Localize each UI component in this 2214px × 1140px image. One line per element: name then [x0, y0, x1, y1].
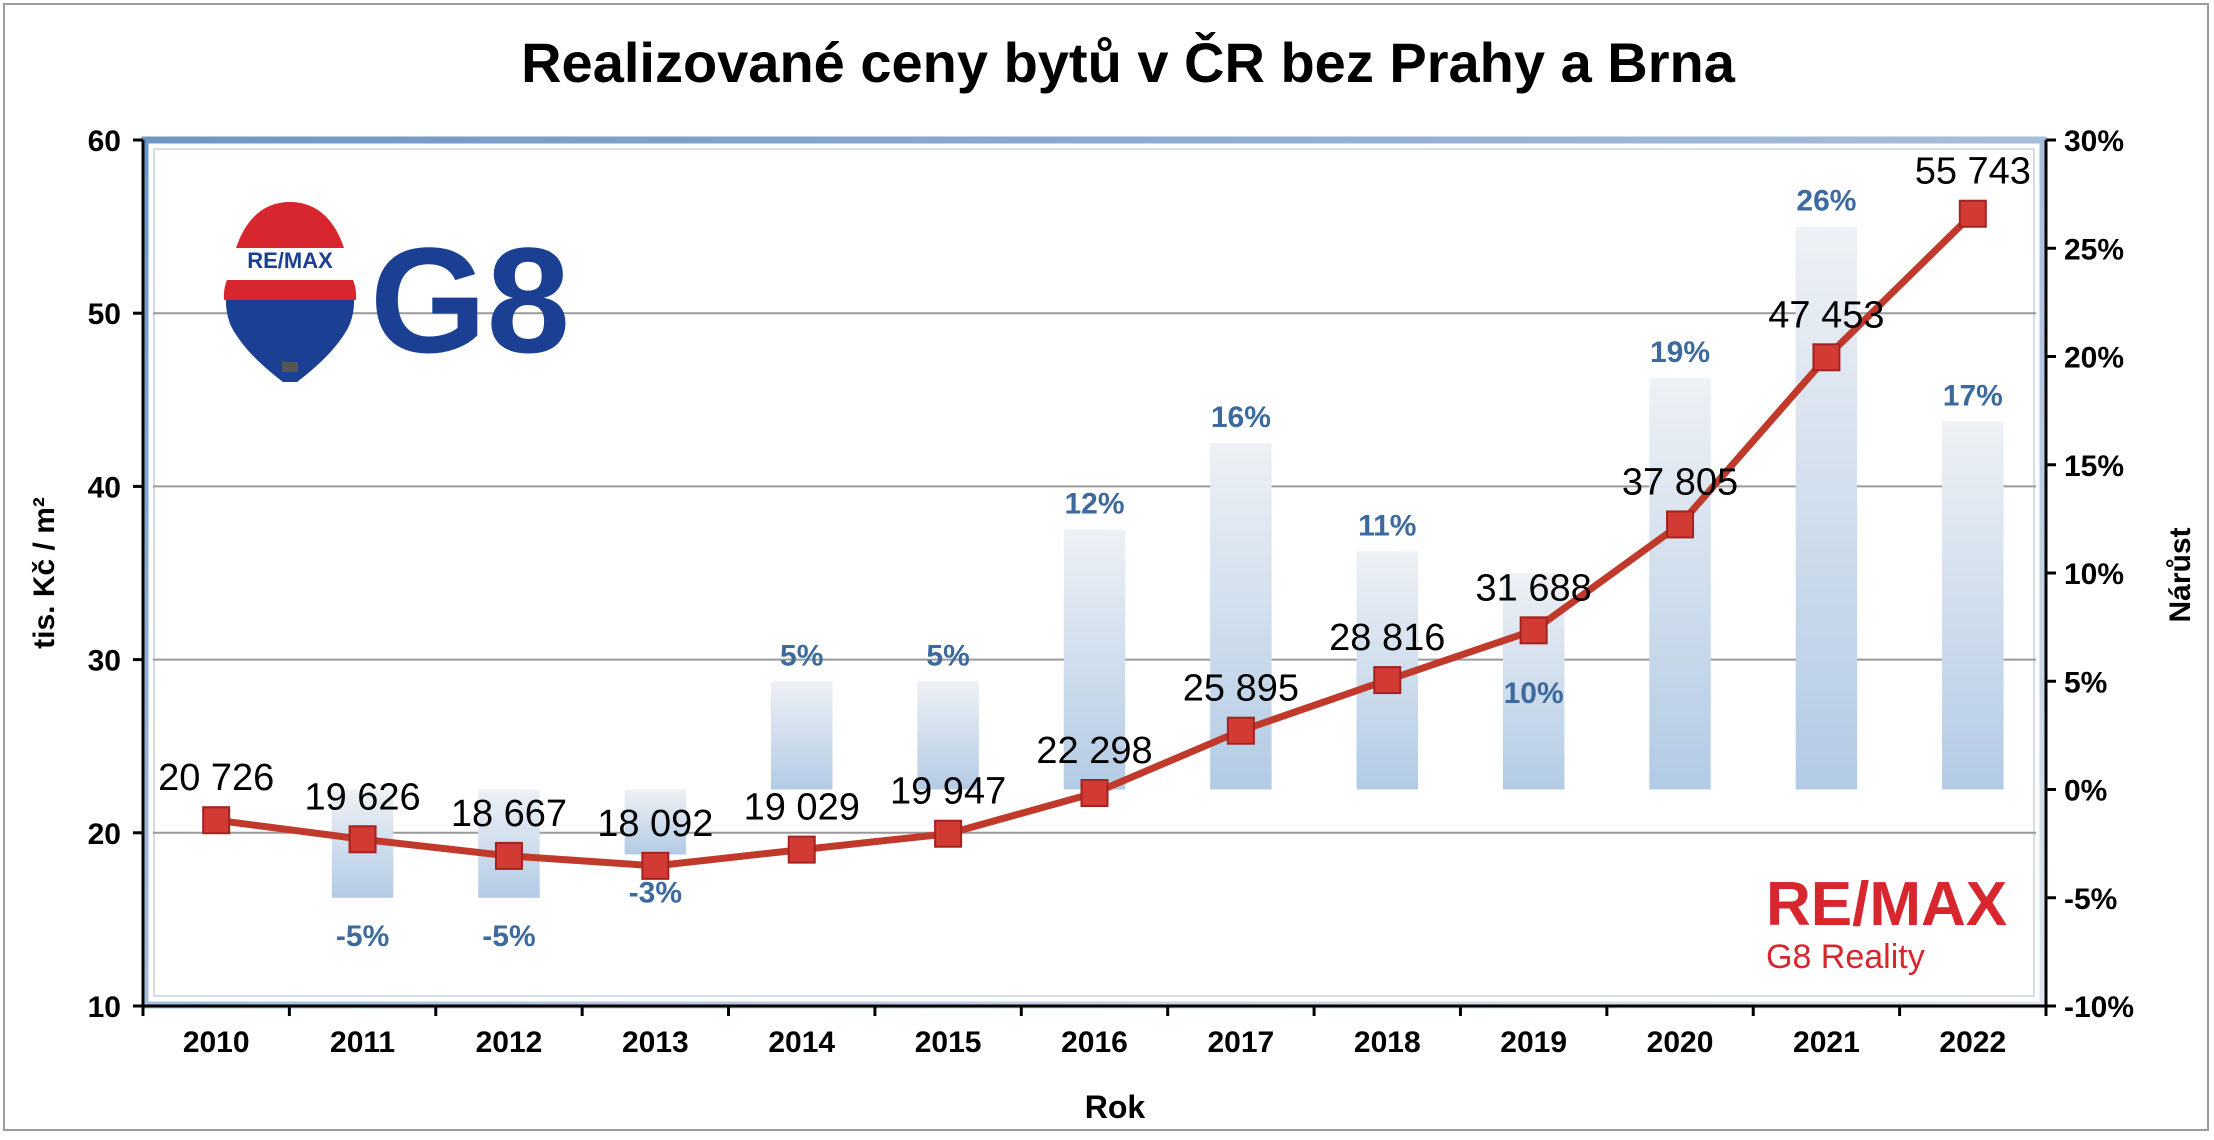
growth-bar: [1649, 378, 1711, 790]
x-tick-label: 2012: [476, 1026, 543, 1059]
price-point: [641, 851, 670, 880]
price-point: [202, 806, 231, 835]
growth-label: 11%: [1358, 509, 1416, 542]
growth-label: 5%: [780, 639, 823, 672]
growth-label: 10%: [1504, 677, 1564, 710]
growth-label: -5%: [336, 920, 389, 953]
price-point: [1080, 778, 1109, 807]
growth-label: 16%: [1211, 401, 1271, 434]
left-axis-title: tis. Kč / m²: [28, 497, 61, 649]
growth-labels: -5% -5% -3% 5% 5% 12% 16% 11% 10% 19% 26% 17%: [336, 185, 2003, 953]
growth-bar: [1502, 573, 1565, 790]
price-point: [494, 841, 523, 870]
x-tick-label: 2010: [183, 1026, 250, 1059]
right-axis-ticks: -10% -5% 0% 5% 10% 15% 20% 25% 30%: [2046, 125, 2134, 1024]
right-tick-label: 30%: [2064, 125, 2124, 158]
growth-label: -5%: [482, 920, 535, 953]
right-tick-label: 5%: [2064, 666, 2107, 699]
price-label: 28 816: [1329, 617, 1445, 659]
price-label: 25 895: [1183, 668, 1299, 710]
price-label: 20 726: [158, 757, 274, 799]
g8-brand-text: G8: [370, 216, 570, 384]
x-tick-label: 2017: [1208, 1026, 1275, 1059]
right-tick-label: -10%: [2064, 991, 2134, 1024]
g8-reality-text: G8 Reality: [1766, 938, 1925, 976]
growth-bar: [1795, 226, 1858, 790]
price-label: 55 743: [1915, 151, 2031, 193]
price-point: [1812, 343, 1841, 372]
right-tick-label: -5%: [2064, 883, 2117, 916]
price-label: 18 667: [451, 793, 567, 835]
growth-label: 26%: [1796, 185, 1856, 218]
price-label: 47 453: [1768, 294, 1884, 336]
x-axis-title: Rok: [1085, 1089, 1146, 1125]
growth-label: 19%: [1650, 336, 1710, 369]
price-line-series: [202, 199, 1987, 880]
right-tick-label: 15%: [2064, 450, 2124, 483]
price-point: [1958, 199, 1987, 228]
left-tick-label: 10: [88, 991, 121, 1024]
price-point: [1373, 666, 1402, 695]
x-tick-label: 2016: [1061, 1026, 1128, 1059]
right-tick-label: 0%: [2064, 775, 2107, 808]
price-label: 19 947: [890, 771, 1006, 813]
right-tick-label: 25%: [2064, 233, 2124, 266]
price-label: 31 688: [1476, 567, 1592, 609]
growth-bar: [770, 681, 833, 790]
growth-bar: [917, 681, 979, 790]
price-point: [348, 825, 377, 854]
remax-logo-text: RE/MAX: [1766, 870, 2007, 939]
balloon-icon: RE/MAX: [222, 202, 358, 382]
price-label: 19 029: [744, 787, 860, 829]
right-tick-label: 10%: [2064, 558, 2124, 591]
chart-title: Realizované ceny bytů v ČR bez Prahy a B…: [521, 31, 1736, 94]
price-label: 19 626: [304, 776, 420, 818]
price-point: [1226, 716, 1255, 745]
price-labels: 20 726 19 626 18 667 18 092 19 029 19 947 22 2…: [158, 151, 2031, 845]
growth-label: -3%: [629, 876, 682, 909]
price-point: [1666, 510, 1695, 539]
growth-bar: [624, 789, 687, 855]
x-tick-label: 2015: [915, 1026, 982, 1059]
gridlines: [153, 312, 2036, 834]
x-tick-label: 2022: [1939, 1026, 2006, 1059]
growth-label: 12%: [1064, 488, 1124, 521]
growth-label: 17%: [1943, 379, 2003, 412]
left-axis-ticks: 10 20 30 40 50 60: [88, 125, 143, 1024]
x-tick-label: 2018: [1354, 1026, 1421, 1059]
price-label: 37 805: [1622, 461, 1738, 503]
x-axis-ticks: 2010 2011 2012 2013 2014 2015 2016 2017 2018 2019…: [141, 1006, 2048, 1059]
remax-g8-logo: RE/MAX G8: [222, 202, 570, 384]
price-point: [934, 819, 963, 848]
price-point: [787, 835, 816, 864]
x-tick-label: 2011: [330, 1026, 395, 1059]
growth-bar: [1063, 529, 1126, 790]
price-label: 18 092: [597, 803, 713, 845]
left-tick-label: 60: [88, 125, 121, 158]
x-tick-label: 2021: [1793, 1026, 1860, 1059]
growth-bar: [1942, 421, 2004, 790]
right-axis-title: Nárůst: [2164, 527, 2197, 622]
left-tick-label: 20: [88, 818, 121, 851]
right-tick-label: 20%: [2064, 342, 2124, 375]
left-tick-label: 40: [88, 471, 121, 504]
price-label: 22 298: [1036, 730, 1152, 772]
balloon-logo-text: RE/MAX: [247, 248, 333, 273]
growth-label: 5%: [926, 639, 969, 672]
x-tick-label: 2013: [622, 1026, 689, 1059]
x-tick-label: 2014: [768, 1026, 835, 1059]
left-tick-label: 30: [88, 645, 121, 678]
x-tick-label: 2019: [1500, 1026, 1567, 1059]
left-tick-label: 50: [88, 298, 121, 331]
price-point: [1519, 616, 1548, 645]
remax-g8-reality-logo: RE/MAX G8 Reality: [1766, 870, 2007, 976]
x-tick-label: 2020: [1647, 1026, 1714, 1059]
